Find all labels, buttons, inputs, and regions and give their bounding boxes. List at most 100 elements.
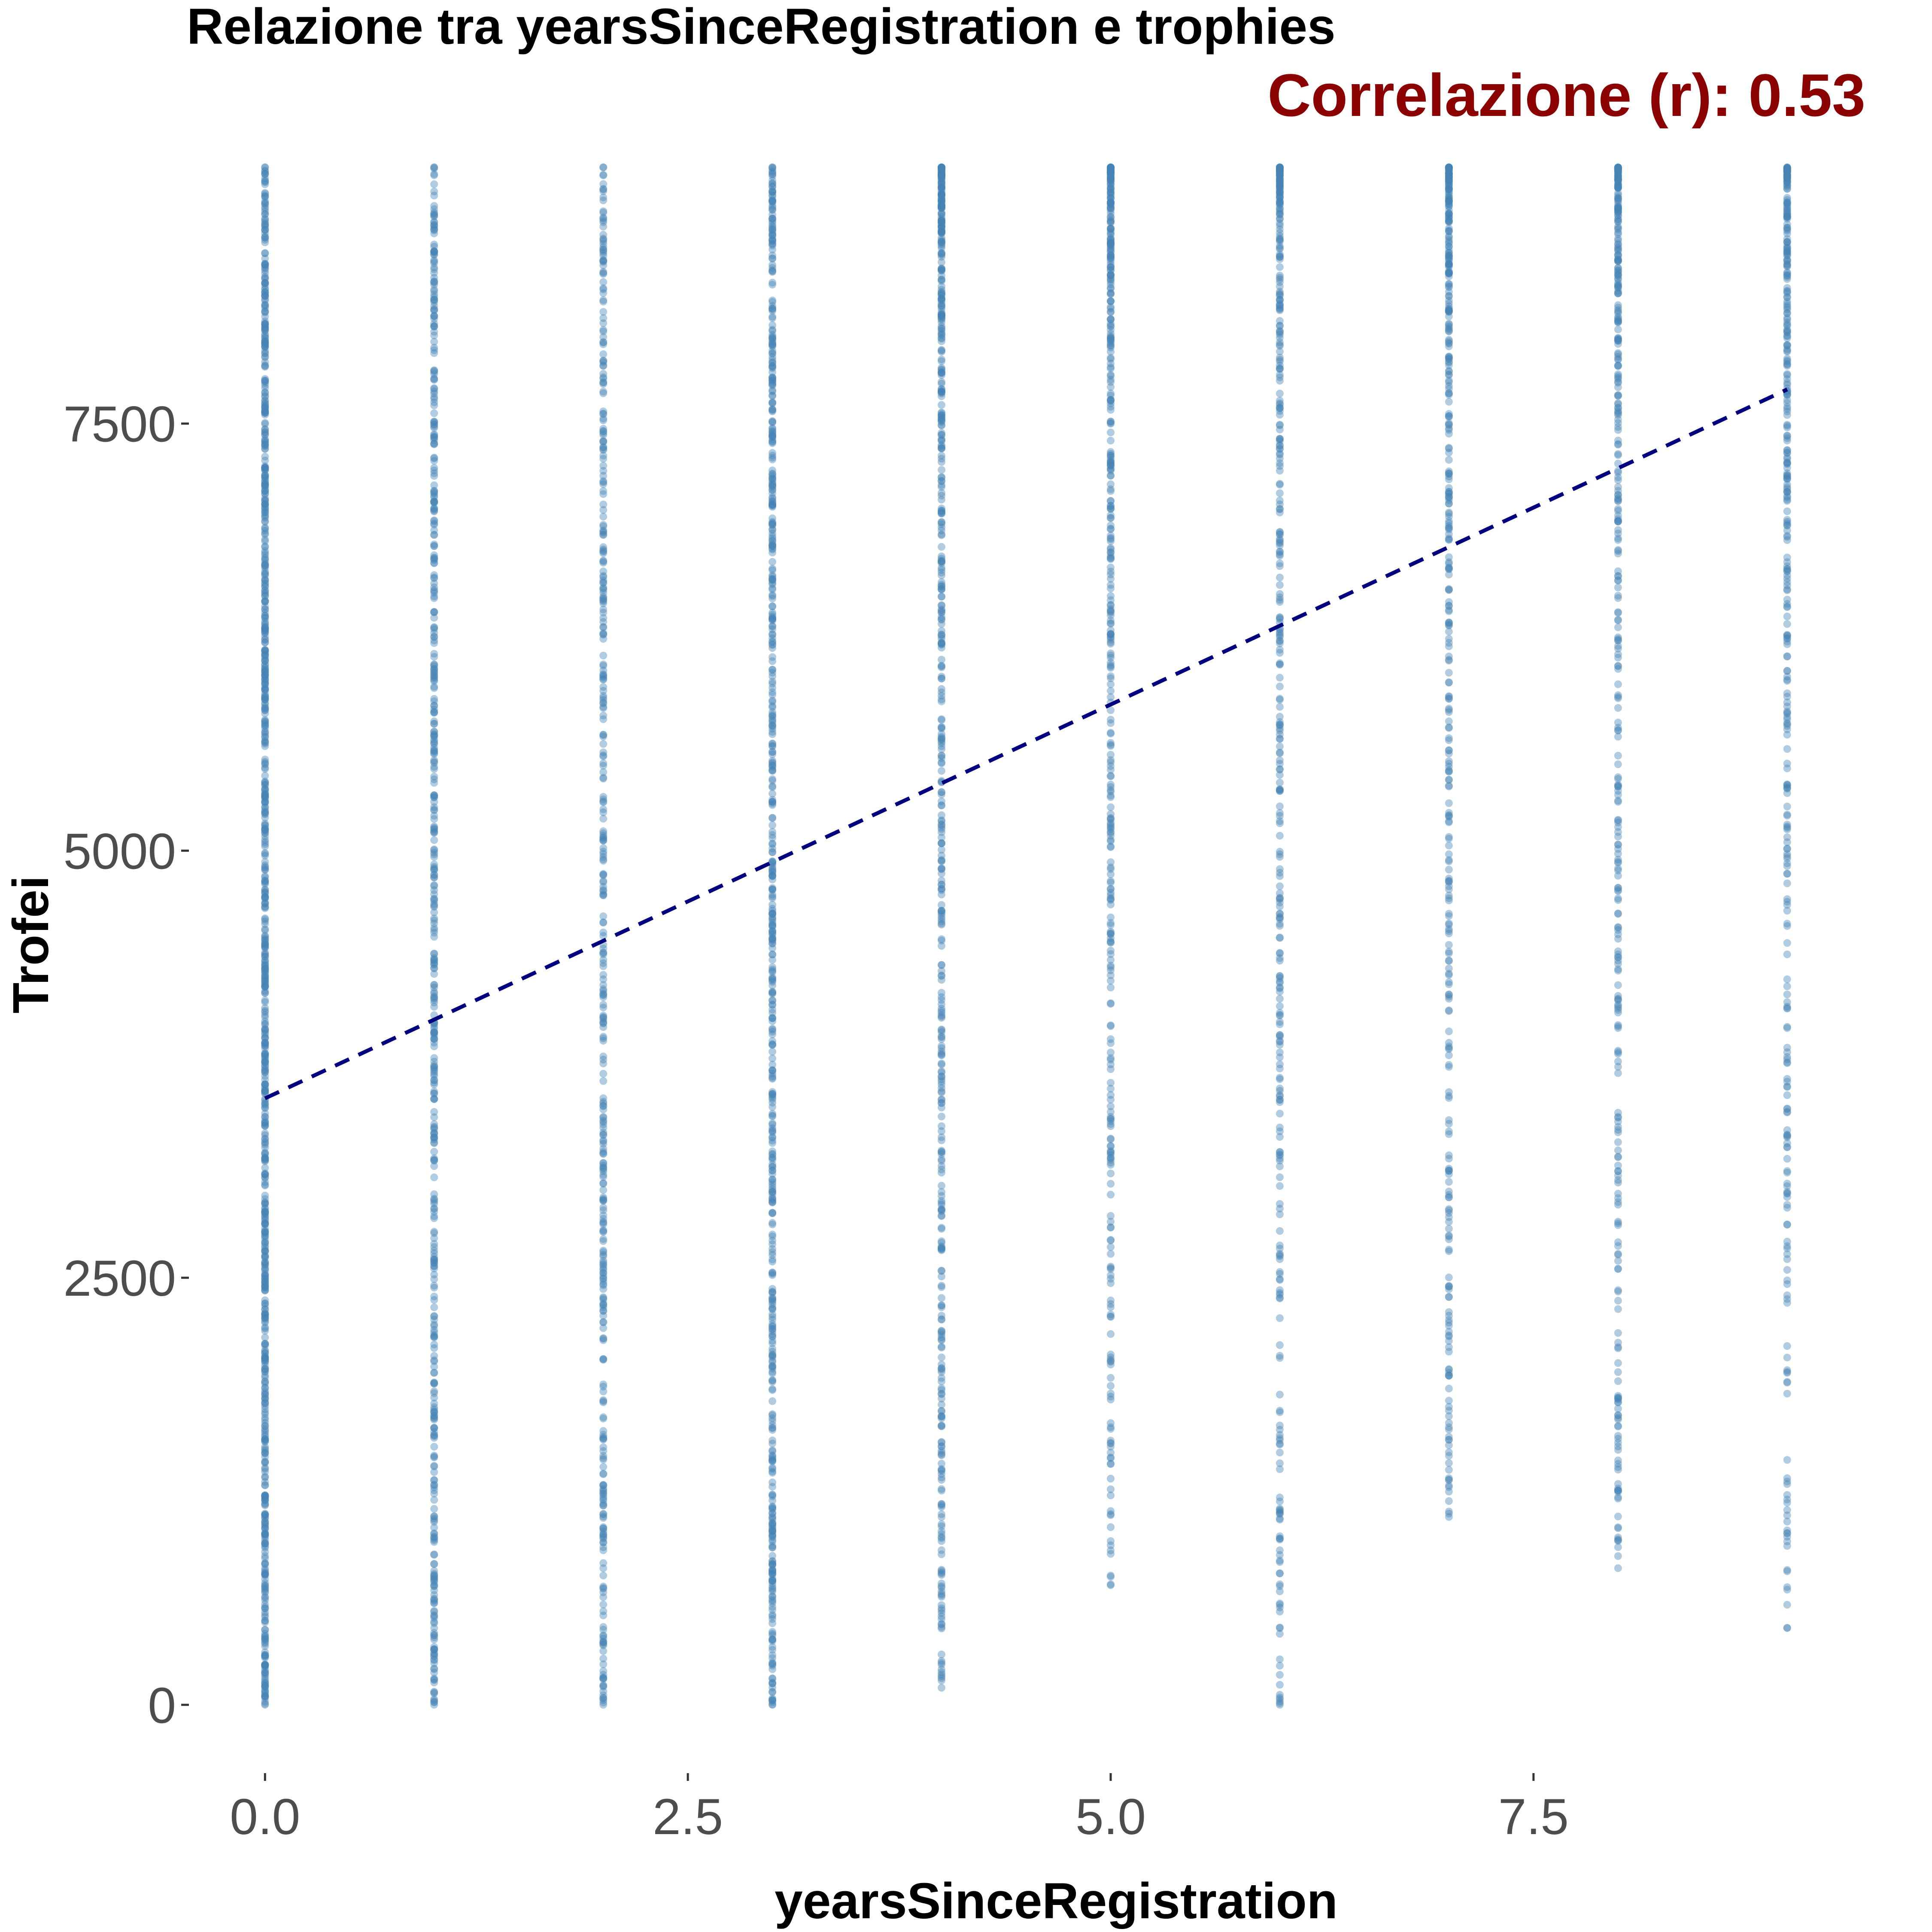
data-point: [261, 1559, 269, 1567]
data-point: [1107, 487, 1115, 495]
data-point: [261, 480, 269, 488]
data-point: [430, 1676, 438, 1684]
data-point: [430, 343, 438, 352]
data-point: [599, 410, 608, 418]
data-point: [261, 178, 269, 186]
data-point: [261, 326, 269, 334]
data-point: [1783, 458, 1791, 466]
data-point: [261, 353, 269, 361]
data-point: [261, 728, 269, 736]
data-point: [261, 1154, 269, 1162]
data-point: [261, 638, 269, 647]
data-point: [430, 202, 438, 210]
data-point: [430, 1028, 438, 1036]
data-point: [430, 739, 438, 747]
data-point: [261, 1669, 269, 1677]
data-point: [599, 437, 608, 445]
data-point: [430, 1259, 438, 1267]
data-point: [769, 657, 777, 665]
data-point: [599, 1318, 608, 1326]
data-point: [430, 211, 438, 219]
data-point: [261, 464, 269, 472]
data-point: [599, 407, 608, 416]
data-point: [599, 1510, 608, 1518]
data-point: [261, 1011, 269, 1019]
data-point: [430, 744, 438, 752]
data-point: [938, 1199, 945, 1207]
data-point: [1614, 426, 1622, 434]
data-point: [1783, 781, 1791, 789]
data-point: [1276, 974, 1284, 982]
data-point: [261, 1355, 269, 1363]
data-point: [1107, 921, 1115, 929]
data-point: [430, 384, 438, 392]
data-point: [599, 487, 608, 495]
data-point: [1107, 877, 1115, 885]
data-point: [599, 1546, 608, 1554]
data-point: [261, 500, 269, 508]
data-point: [769, 1041, 777, 1049]
data-point: [769, 179, 777, 188]
data-point: [430, 322, 438, 330]
data-point: [430, 492, 438, 500]
data-point: [261, 1654, 269, 1662]
data-point: [1614, 845, 1622, 853]
data-point: [430, 531, 438, 539]
data-point: [1445, 1459, 1453, 1467]
data-point: [1445, 857, 1453, 866]
data-point: [261, 1446, 269, 1454]
data-point: [261, 1209, 269, 1217]
data-point: [1445, 173, 1453, 181]
data-point: [599, 1228, 608, 1236]
data-point: [261, 334, 269, 342]
data-point: [1783, 1255, 1791, 1263]
data-point: [430, 1130, 438, 1138]
data-point: [1614, 440, 1622, 449]
data-point: [1783, 483, 1791, 491]
data-point: [261, 442, 269, 450]
data-point: [599, 1295, 608, 1303]
data-point: [261, 569, 269, 577]
data-point: [261, 506, 269, 514]
data-point: [938, 1051, 945, 1059]
data-point: [1445, 925, 1453, 933]
data-point: [938, 742, 945, 750]
data-point: [261, 561, 269, 569]
data-point: [430, 882, 438, 890]
data-point: [599, 1052, 608, 1060]
data-point: [261, 646, 269, 654]
data-point: [261, 803, 269, 811]
data-point: [261, 1642, 269, 1650]
data-point: [938, 526, 945, 535]
data-point: [430, 1583, 438, 1590]
data-point: [1445, 1441, 1453, 1449]
data-point: [261, 664, 269, 672]
data-point: [1445, 1282, 1453, 1290]
data-point: [261, 1150, 269, 1158]
data-point: [261, 902, 269, 911]
data-point: [430, 1629, 438, 1637]
data-point: [430, 908, 438, 917]
data-point: [261, 1358, 269, 1367]
data-point: [769, 869, 777, 877]
data-point: [599, 573, 608, 581]
data-point: [261, 349, 269, 358]
data-point: [769, 711, 777, 719]
data-point: [1445, 490, 1453, 498]
data-point: [261, 249, 269, 257]
data-point: [261, 375, 269, 383]
data-point: [599, 429, 608, 437]
data-point: [599, 1674, 608, 1682]
data-point: [261, 500, 269, 508]
data-point: [1276, 914, 1284, 922]
data-point: [769, 1437, 777, 1444]
data-point: [599, 1219, 608, 1227]
data-point: [938, 1546, 945, 1554]
data-point: [938, 1112, 945, 1121]
data-point: [261, 1354, 269, 1362]
data-point: [430, 210, 438, 218]
data-point: [599, 675, 608, 683]
data-point: [430, 1095, 438, 1103]
data-point: [1445, 1193, 1453, 1201]
data-point: [599, 216, 608, 225]
